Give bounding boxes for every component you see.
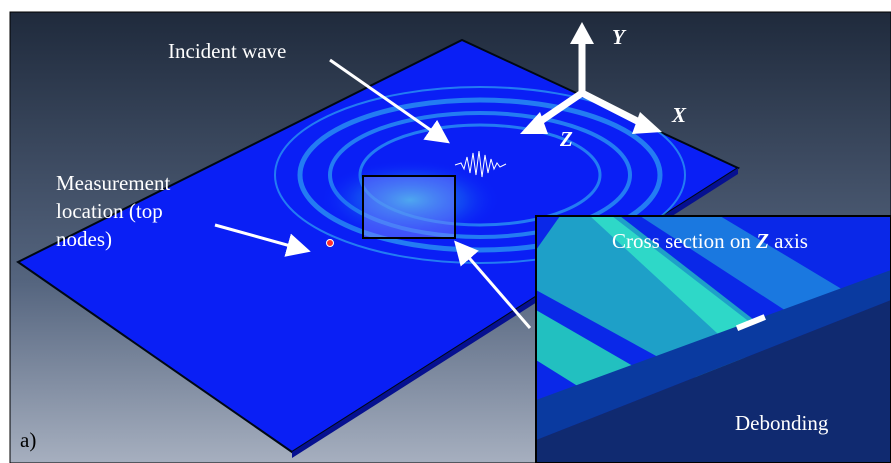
figure: Y X Z Incident wave Measurement location…: [0, 0, 891, 463]
measurement-label: Measurement: [56, 171, 170, 195]
inset-title-part: Z: [755, 229, 769, 253]
debonding-label: Debonding: [735, 411, 829, 435]
zoom-box: [363, 176, 455, 238]
inset-title-part: Cross section on: [612, 229, 756, 253]
measurement-label: nodes): [56, 227, 112, 251]
inset: [536, 216, 891, 463]
inset-title-part: axis: [769, 229, 808, 253]
axis-z: Z: [559, 127, 573, 151]
measurement-point: [327, 240, 334, 247]
panel-label: a): [20, 428, 36, 452]
measurement-label: location (top: [56, 199, 163, 223]
incident-wave-label: Incident wave: [168, 39, 286, 63]
axis-x: X: [671, 103, 687, 127]
inset-title: Cross section on Z axis: [612, 229, 808, 253]
axis-y: Y: [612, 25, 627, 49]
